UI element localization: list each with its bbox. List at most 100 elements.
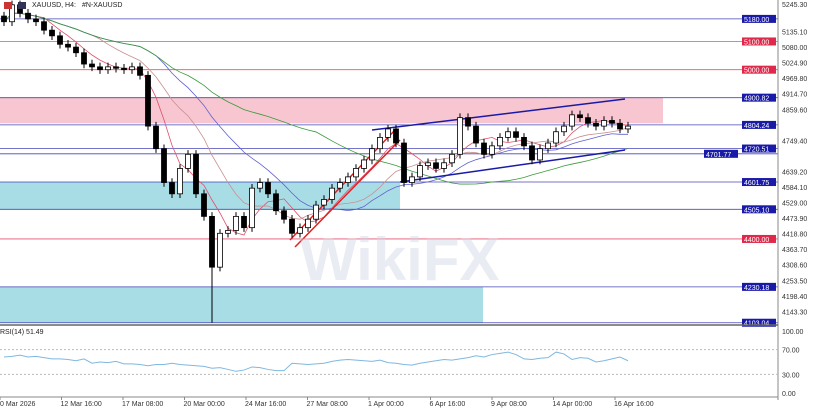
candle (553, 131, 559, 144)
candle (153, 125, 159, 150)
level-tag (742, 144, 776, 153)
candle (337, 182, 343, 189)
time-tick: 17 Mar 08:00 (122, 401, 163, 408)
candle (137, 66, 143, 76)
time-tick: 20 Mar 00:00 (184, 401, 225, 408)
candle (49, 29, 55, 37)
candle (385, 128, 391, 138)
time-tick: 1 Apr 00:00 (368, 401, 404, 408)
price-tick: 4143.30 (782, 309, 807, 316)
zone (0, 286, 483, 323)
level-label: 4230.18 (744, 285, 769, 292)
candle (609, 120, 615, 124)
candle (377, 136, 383, 150)
candle (345, 176, 351, 183)
candle (593, 122, 599, 127)
price-tick: 4473.90 (782, 216, 807, 223)
level-tag (742, 120, 776, 129)
candle (129, 66, 135, 71)
price-tick: 4418.80 (782, 232, 807, 239)
candle (529, 145, 535, 161)
candle (545, 142, 551, 150)
candle (417, 165, 423, 178)
rsi-panel: 100.00 70.00 30.00 0.00 (0, 329, 804, 398)
price-tick: 4363.70 (782, 247, 807, 254)
candle (225, 230, 231, 234)
price-tick: 4914.70 (782, 92, 807, 99)
level-label: 5180.00 (744, 17, 769, 24)
candle (201, 193, 207, 217)
candle (617, 122, 623, 130)
candle (489, 145, 495, 155)
candle (313, 204, 319, 220)
candles (1, 0, 631, 323)
candle (193, 153, 199, 195)
trendline (294, 139, 401, 248)
candle (105, 66, 111, 71)
time-tick: 9 Apr 08:00 (491, 401, 527, 408)
price-tick: 4969.80 (782, 76, 807, 83)
candle (121, 67, 127, 71)
candle (9, 4, 15, 23)
candle (265, 182, 271, 195)
time-tick: 6 Apr 16:00 (430, 401, 466, 408)
candle (65, 43, 71, 48)
candle (457, 117, 463, 155)
candle (297, 227, 303, 234)
candle (177, 168, 183, 195)
level-label: 4103.04 (744, 321, 769, 328)
candle (449, 153, 455, 164)
candle (601, 120, 607, 127)
price-tick: 5135.10 (782, 30, 807, 37)
price-tick: 5024.90 (782, 61, 807, 68)
candle (113, 66, 119, 69)
candle (1, 15, 7, 23)
level-label: 4804.24 (744, 123, 769, 130)
candle (361, 159, 367, 169)
candle (561, 125, 567, 133)
level-tag (742, 234, 776, 243)
candle (73, 46, 79, 54)
price-tick: 4749.40 (782, 138, 807, 145)
time-tick: 14 Apr 00:00 (553, 401, 593, 408)
candle (97, 66, 103, 71)
candle (393, 128, 399, 144)
price-tick: 4859.60 (782, 107, 807, 114)
candle (497, 136, 503, 147)
candle (353, 168, 359, 178)
candle (577, 114, 583, 119)
price-tick: 4253.50 (782, 278, 807, 285)
candle (249, 187, 255, 229)
level-tag (742, 282, 776, 291)
candle (281, 210, 287, 220)
level-label: 5100.00 (744, 39, 769, 46)
chart-icon (4, 2, 12, 9)
rsi-tick: 70.00 (782, 348, 800, 355)
candle (537, 148, 543, 161)
level-tag (742, 93, 776, 102)
time-tick: 24 Mar 16:00 (245, 401, 286, 408)
rsi-line (3, 351, 629, 372)
rsi-tick: 100.00 (782, 329, 804, 336)
level-tag (742, 65, 776, 74)
candle (329, 187, 335, 200)
level-label: 4400.00 (744, 237, 769, 244)
level-tag (704, 149, 738, 158)
candle (425, 162, 431, 167)
level-label: 5000.00 (744, 68, 769, 75)
candle (441, 162, 447, 169)
time-tick: 16 Apr 16:00 (614, 401, 654, 408)
price-tick: 4529.00 (782, 201, 807, 208)
candle (569, 114, 575, 127)
candle (481, 142, 487, 155)
level-tags: 5180.00 5100.00 5000.00 4900.82 4804.24 4720.… (704, 14, 776, 328)
candle (473, 125, 479, 144)
candle (625, 125, 631, 130)
candle (209, 215, 215, 268)
moving-average-line (3, 12, 629, 185)
chart-header: XAUUSD, H4: #N-XAUUSD (4, 2, 122, 9)
candle (289, 218, 295, 234)
price-tick: 4584.10 (782, 185, 807, 192)
candle (233, 215, 239, 231)
